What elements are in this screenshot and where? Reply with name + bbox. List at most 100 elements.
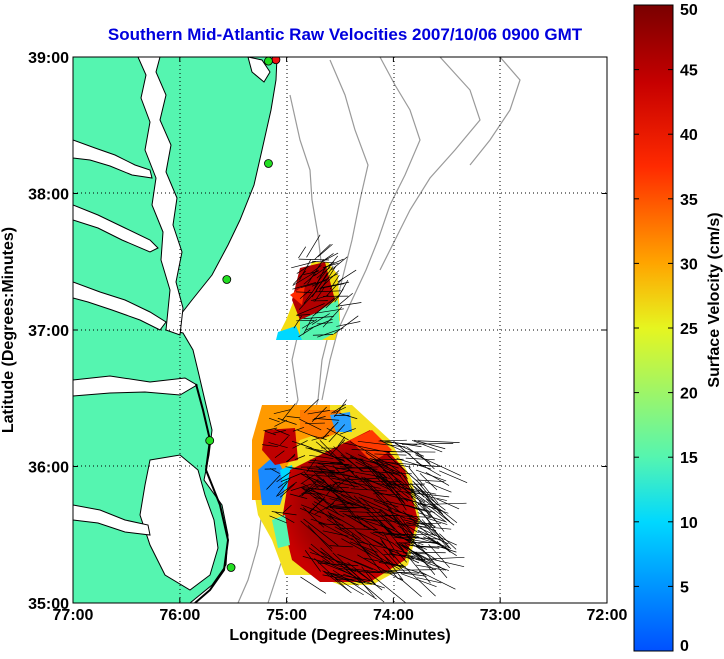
velocity-vector <box>361 476 392 510</box>
velocity-vector <box>429 558 465 568</box>
velocity-vector <box>382 473 405 503</box>
james-river <box>73 281 167 331</box>
velocity-vector <box>357 541 409 554</box>
velocity-vector <box>294 455 306 460</box>
velocity-vector <box>273 430 286 434</box>
velocity-vector <box>305 322 325 331</box>
velocity-vector <box>328 572 373 582</box>
rappahannock-river <box>73 204 159 253</box>
velocity-vector <box>401 564 436 597</box>
velocity-vector <box>290 483 312 491</box>
velocity-vector <box>314 262 333 277</box>
velocity-vector <box>395 516 417 540</box>
delaware-bay <box>247 57 271 83</box>
velocity-vector <box>313 496 327 501</box>
velocity-vector <box>296 291 313 293</box>
velocity-vector <box>303 492 322 495</box>
velocity-vector <box>311 313 330 325</box>
velocity-vector <box>349 515 377 522</box>
velocity-vector <box>263 427 278 432</box>
velocity-vector <box>325 483 336 496</box>
velocity-vector <box>415 502 432 526</box>
velocity-vector <box>357 576 375 598</box>
velocity-vector <box>355 471 391 479</box>
velocity-vector <box>416 479 445 482</box>
velocity-vector <box>330 506 369 509</box>
chesapeake-bay <box>137 57 184 336</box>
colorbar-tick-label: 20 <box>680 386 698 403</box>
velocity-vector <box>332 574 359 586</box>
velocity-vector <box>363 476 393 491</box>
velocity-vector <box>417 491 458 524</box>
velocity-vector <box>339 413 358 420</box>
velocity-vector <box>388 569 437 571</box>
velocity-vector <box>425 481 452 493</box>
velocity-vector <box>394 441 422 466</box>
velocity-vector <box>329 255 338 267</box>
velocity-vector <box>271 511 297 516</box>
velocity-vector <box>301 487 321 503</box>
velocity-vector <box>320 253 334 263</box>
velocity-vector <box>402 542 423 549</box>
velocity-vector <box>420 503 443 512</box>
velocity-vector <box>282 478 291 489</box>
velocity-vector <box>303 316 334 319</box>
velocity-vector <box>425 498 451 522</box>
velocity-vector <box>303 316 313 335</box>
velocity-vector <box>380 523 397 537</box>
velocity-vector <box>383 525 415 541</box>
map-title: Southern Mid-Atlantic Raw Velocities 200… <box>108 25 583 44</box>
velocity-vector <box>366 570 407 603</box>
velocity-vector <box>395 494 407 511</box>
velocity-vector <box>277 481 297 497</box>
velocity-vector <box>365 452 394 472</box>
velocity-vector <box>336 462 353 468</box>
velocity-vector <box>312 509 341 521</box>
velocity-vector <box>408 551 446 554</box>
velocity-vector <box>322 306 343 328</box>
velocity-vector <box>317 244 333 258</box>
x-tick-label: 73:00 <box>480 607 521 624</box>
velocity-vector <box>379 440 411 455</box>
velocity-vector <box>296 265 310 274</box>
velocity-vector <box>329 545 353 548</box>
y-tick-label: 37:00 <box>28 323 69 340</box>
velocity-vector <box>320 547 355 577</box>
velocity-vector <box>286 416 301 419</box>
velocity-vector <box>301 478 319 497</box>
velocity-vector <box>274 419 288 427</box>
velocity-vector <box>305 422 325 424</box>
velocity-vector <box>331 403 347 414</box>
velocity-vector <box>404 491 426 504</box>
velocity-vector <box>378 510 401 536</box>
velocity-vector <box>417 502 467 506</box>
velocity-vector <box>322 262 339 269</box>
velocity-vector <box>317 521 353 541</box>
velocity-vector <box>314 243 331 260</box>
y-axis-label: Latitude (Degrees:Minutes) <box>0 227 17 433</box>
velocity-vector <box>419 484 438 506</box>
velocity-vector <box>306 234 321 258</box>
velocity-vector <box>369 458 399 469</box>
velocity-vector <box>410 491 429 497</box>
velocity-vector <box>296 303 325 316</box>
velocity-vector <box>305 447 331 453</box>
x-tick-label: 75:00 <box>266 607 307 624</box>
colorbar <box>633 4 674 652</box>
velocity-vector <box>384 555 404 581</box>
velocity-vector <box>298 290 318 310</box>
velocity-vector <box>356 501 383 511</box>
velocity-vector <box>416 526 457 546</box>
velocity-vector <box>311 260 335 264</box>
velocity-vector <box>403 519 431 527</box>
y-tick-label: 39:00 <box>28 50 69 67</box>
velocity-vector <box>413 485 446 511</box>
velocity-vector <box>400 471 415 493</box>
velocity-vector <box>328 424 346 443</box>
velocity-vector <box>406 521 437 532</box>
velocity-vector <box>419 473 438 491</box>
velocity-vector <box>316 493 340 515</box>
x-tick-label: 74:00 <box>373 607 414 624</box>
potomac-river <box>73 139 153 179</box>
velocity-vector <box>302 507 325 528</box>
